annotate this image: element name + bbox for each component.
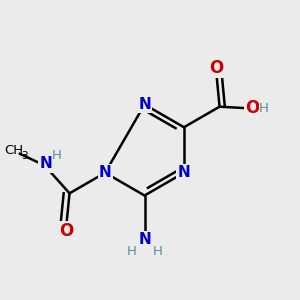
Text: H: H <box>126 245 136 258</box>
Text: CH: CH <box>4 144 23 157</box>
Text: H: H <box>259 102 269 115</box>
Text: H: H <box>153 245 163 258</box>
Text: H: H <box>52 148 62 162</box>
Text: N: N <box>138 97 151 112</box>
Text: O: O <box>59 222 74 240</box>
Text: N: N <box>138 232 151 247</box>
Text: N: N <box>178 165 190 180</box>
Text: N: N <box>40 156 52 171</box>
Text: 3: 3 <box>22 151 28 161</box>
Text: N: N <box>99 165 112 180</box>
Text: O: O <box>245 99 260 117</box>
Text: O: O <box>209 58 224 76</box>
